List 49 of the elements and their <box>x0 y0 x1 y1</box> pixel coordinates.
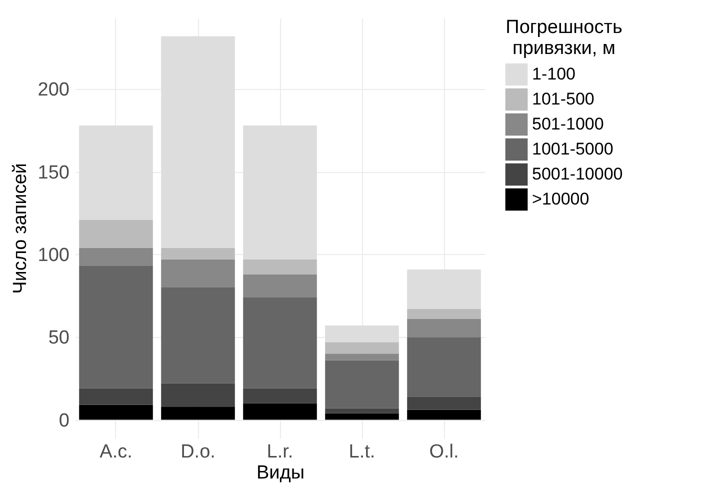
legend-label: 501-1000 <box>532 114 604 134</box>
y-axis-title: Число записей <box>10 163 31 294</box>
x-axis-title: Виды <box>256 462 305 484</box>
bar <box>325 342 399 354</box>
bar <box>325 408 399 414</box>
legend-title: Погрешность привязки, м <box>506 17 622 59</box>
legend-label: 1-100 <box>532 64 576 84</box>
y-tick-label: 150 <box>38 162 70 184</box>
x-tick-label: D.o. <box>180 442 216 462</box>
bar <box>407 269 481 310</box>
legend-label: >10000 <box>532 190 590 208</box>
y-tick-label: 200 <box>38 80 70 101</box>
y-tick-label: 0 <box>58 410 70 432</box>
bar <box>161 406 235 420</box>
bar <box>243 125 317 260</box>
x-tick-label: L.r. <box>266 442 294 462</box>
bar <box>243 274 317 298</box>
x-tick-label: A.c. <box>100 442 132 462</box>
bar <box>407 337 481 397</box>
bar <box>79 388 153 405</box>
bar <box>161 36 235 248</box>
bar <box>79 248 153 266</box>
bar <box>407 410 481 420</box>
bar <box>79 266 153 388</box>
bar <box>243 388 317 404</box>
x-tick-label: O.l. <box>429 442 459 462</box>
bar <box>407 318 481 338</box>
y-tick-label: 100 <box>38 244 70 266</box>
bar <box>79 220 153 248</box>
bar <box>243 297 317 388</box>
bar <box>325 360 399 408</box>
bar <box>243 259 317 274</box>
legend-label: 1001-5000 <box>532 140 614 158</box>
y-tick-label: 50 <box>48 328 70 349</box>
bar <box>161 259 235 288</box>
bar <box>79 404 153 420</box>
bar <box>325 354 399 360</box>
bar <box>325 413 399 420</box>
bar <box>161 288 235 384</box>
legend-label: 5001-10000 <box>532 164 623 184</box>
bar <box>407 396 481 410</box>
bar <box>325 326 399 342</box>
x-tick-label: L.t. <box>348 442 376 462</box>
bar <box>79 125 153 220</box>
bar <box>161 383 235 407</box>
bar <box>407 309 481 319</box>
bar <box>243 403 317 420</box>
bar <box>161 248 235 260</box>
legend-label: 101-500 <box>532 90 594 108</box>
